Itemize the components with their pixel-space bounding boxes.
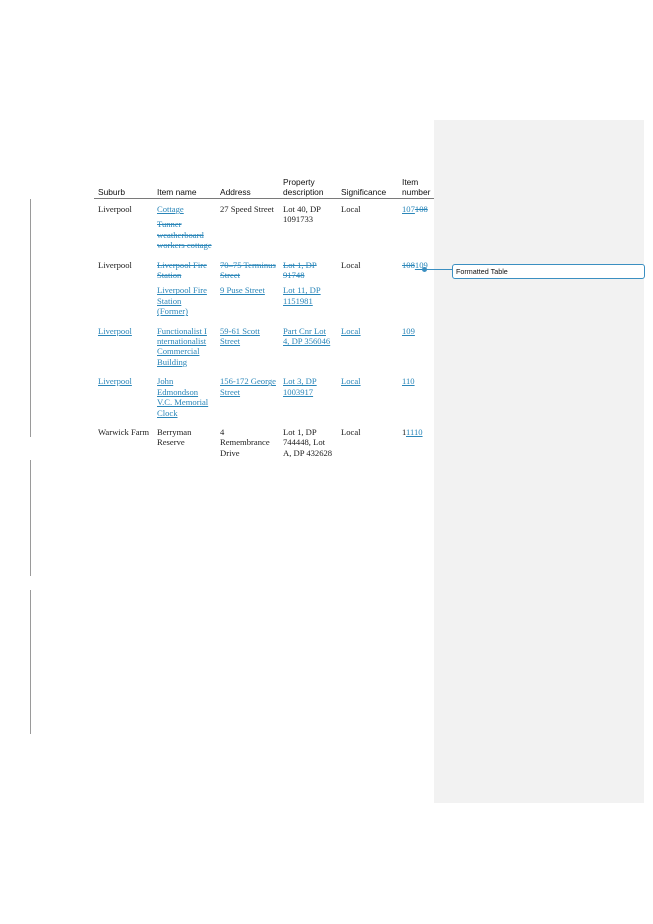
deleted-item-number[interactable]: 108 <box>402 259 415 270</box>
change-bar <box>30 590 31 734</box>
cell-address: 59-61 Scott Street <box>216 321 279 372</box>
inserted-item-number[interactable]: 1110 <box>405 426 423 437</box>
cell-property: Lot 1, DP 91748 Lot 11, DP 1151981 <box>279 255 337 321</box>
cell-address: 27 Speed Street <box>220 204 274 214</box>
deleted-text[interactable]: Tunner weatherboard workers cottage <box>157 219 212 251</box>
inserted-text[interactable]: Liverpool Fire Station (Former) <box>157 285 207 317</box>
cell-significance: Local <box>341 259 361 270</box>
cell-item-name: Berryman Reserve <box>157 426 192 448</box>
table-row: Warwick Farm Berryman Reserve 4 Remembra… <box>94 422 434 462</box>
cell-item-number: 109 <box>398 321 434 372</box>
inserted-text[interactable]: 156-172 George Street <box>220 376 276 397</box>
table-header-row: Suburb Item name Address Property descri… <box>94 174 434 199</box>
header-suburb: Suburb <box>94 174 153 199</box>
cell-property: Lot 40, DP 1091733 <box>283 204 321 225</box>
deleted-text[interactable]: Liverpool Fire Station <box>157 259 207 281</box>
cell-suburb: Liverpool <box>98 259 132 270</box>
table-row: Liverpool Functionalist I nternationalis… <box>94 321 434 372</box>
cell-item-name: Cottage Tunner weatherboard workers cott… <box>153 199 216 255</box>
comment-anchor-dot <box>422 267 427 272</box>
comment-connector-line <box>425 269 453 270</box>
inserted-text[interactable]: Liverpool <box>98 325 132 336</box>
inserted-text[interactable]: 110 <box>402 376 415 387</box>
cell-significance: Local <box>341 426 361 437</box>
cell-item-name: Liverpool Fire Station Liverpool Fire St… <box>153 255 216 321</box>
cell-suburb: Liverpool <box>94 321 153 372</box>
cell-address: 4 Remembrance Drive <box>220 426 270 458</box>
inserted-text[interactable]: Local <box>341 325 361 336</box>
cell-significance: Local <box>337 371 398 422</box>
cell-property: Part Cnr Lot 4, DP 356046 <box>279 321 337 372</box>
deleted-item-number[interactable]: 107 <box>402 204 415 214</box>
inserted-text[interactable]: 9 Puse Street <box>220 285 265 296</box>
cell-suburb: Liverpool <box>98 204 132 214</box>
cell-suburb: Liverpool <box>94 371 153 422</box>
header-address: Address <box>216 174 279 199</box>
inserted-text[interactable]: John Edmondson V.C. Memorial Clock <box>157 376 209 418</box>
cell-suburb: Warwick Farm <box>98 426 150 437</box>
inserted-text[interactable]: Functionalist I nternationalist Commerci… <box>157 325 207 367</box>
cell-item-number: 11110 <box>398 422 434 462</box>
cell-item-name: Functionalist I nternationalist Commerci… <box>153 321 216 372</box>
item-number-plain: 1 <box>402 426 406 437</box>
header-item-name: Item name <box>153 174 216 199</box>
cell-item-number: 110 <box>398 371 434 422</box>
cell-property: Lot 3, DP 1003917 <box>279 371 337 422</box>
cell-item-number: 108109 <box>398 255 434 321</box>
table-row: Liverpool John Edmondson V.C. Memorial C… <box>94 371 434 422</box>
inserted-text[interactable]: Lot 3, DP 1003917 <box>283 376 317 397</box>
inserted-text[interactable]: Local <box>341 376 361 387</box>
deleted-text[interactable]: Lot 1, DP 91748 <box>283 259 317 281</box>
cell-significance: Local <box>341 204 361 214</box>
cell-property: Lot 1, DP 744448, Lot A, DP 432628 <box>283 426 333 458</box>
cell-address: 156-172 George Street <box>216 371 279 422</box>
cell-item-number: 107108 <box>398 199 434 255</box>
header-item-number: Item number <box>398 174 434 199</box>
table-row: Liverpool Cottage Tunner weatherboard wo… <box>94 199 434 255</box>
change-bar <box>30 199 31 437</box>
header-significance: Significance <box>337 174 398 199</box>
inserted-item-number[interactable]: 109 <box>414 259 428 270</box>
inserted-item-number[interactable]: 108 <box>414 204 428 214</box>
cell-significance: Local <box>337 321 398 372</box>
change-bar <box>30 460 31 576</box>
inserted-text[interactable]: Part Cnr Lot 4, DP 356046 <box>283 325 331 347</box>
cell-address: 70–75 Terminus Street 9 Puse Street <box>216 255 279 321</box>
inserted-text[interactable]: Cottage <box>157 204 184 214</box>
inserted-text[interactable]: 109 <box>402 325 415 336</box>
inserted-text[interactable]: Liverpool <box>98 376 132 387</box>
header-property-description: Property description <box>279 174 337 199</box>
heritage-items-table: Suburb Item name Address Property descri… <box>94 174 434 462</box>
cell-item-name: John Edmondson V.C. Memorial Clock <box>153 371 216 422</box>
inserted-text[interactable]: 59-61 Scott Street <box>220 325 260 347</box>
formatting-comment-balloon[interactable]: Formatted Table <box>452 264 645 279</box>
table-row: Liverpool Liverpool Fire Station Liverpo… <box>94 255 434 321</box>
comment-margin-pane <box>434 120 644 803</box>
deleted-text[interactable]: 70–75 Terminus Street <box>220 259 276 281</box>
inserted-text[interactable]: Lot 11, DP 1151981 <box>283 285 321 306</box>
